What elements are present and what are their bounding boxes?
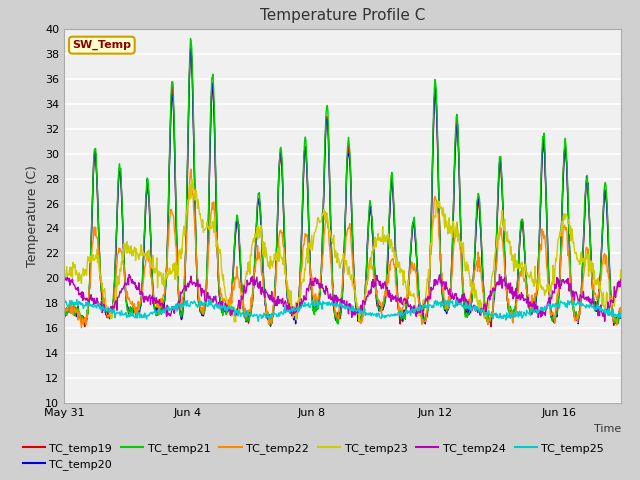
TC_temp24	[60, 276, 68, 282]
TC_temp20	[294, 310, 301, 316]
TC_temp25	[377, 315, 385, 321]
TC_temp23	[617, 267, 625, 273]
TC_temp24	[617, 277, 625, 283]
TC_temp21	[60, 311, 68, 317]
TC_temp22	[264, 309, 272, 314]
TC_temp20	[617, 315, 625, 321]
TC_temp20	[377, 304, 385, 310]
TC_temp20	[80, 317, 88, 323]
TC_temp22	[511, 313, 519, 319]
TC_temp24	[601, 319, 609, 324]
TC_temp24	[376, 278, 384, 284]
TC_temp23	[60, 288, 68, 293]
TC_temp22	[188, 166, 195, 172]
TC_temp19	[293, 309, 301, 315]
TC_temp20	[188, 45, 195, 51]
TC_temp22	[60, 313, 68, 319]
TC_temp20	[192, 229, 200, 235]
TC_temp23	[511, 251, 519, 256]
TC_temp22	[617, 304, 625, 310]
TC_temp25	[254, 319, 262, 324]
TC_temp24	[293, 300, 301, 306]
TC_temp23	[232, 319, 239, 325]
TC_temp21	[264, 313, 271, 319]
Title: Temperature Profile C: Temperature Profile C	[260, 9, 425, 24]
TC_temp21	[268, 323, 275, 328]
Line: TC_temp24: TC_temp24	[64, 275, 621, 322]
X-axis label: Time: Time	[593, 424, 621, 433]
TC_temp19	[264, 314, 271, 320]
TC_temp23	[192, 187, 200, 193]
TC_temp25	[617, 310, 625, 316]
TC_temp19	[617, 314, 625, 320]
TC_temp19	[511, 309, 519, 315]
Line: TC_temp19: TC_temp19	[64, 54, 621, 327]
TC_temp22	[294, 306, 301, 312]
TC_temp20	[60, 310, 68, 316]
TC_temp25	[60, 301, 68, 307]
TC_temp24	[192, 283, 200, 289]
Y-axis label: Temperature (C): Temperature (C)	[26, 165, 39, 267]
Line: TC_temp23: TC_temp23	[64, 179, 621, 322]
TC_temp23	[188, 176, 196, 182]
TC_temp25	[191, 299, 199, 305]
Legend: TC_temp19, TC_temp20, TC_temp21, TC_temp22, TC_temp23, TC_temp24, TC_temp25: TC_temp19, TC_temp20, TC_temp21, TC_temp…	[19, 438, 609, 474]
Line: TC_temp25: TC_temp25	[64, 300, 621, 322]
TC_temp23	[294, 298, 301, 304]
TC_temp19	[487, 324, 495, 330]
TC_temp19	[188, 51, 195, 57]
TC_temp21	[511, 303, 519, 309]
Line: TC_temp21: TC_temp21	[64, 38, 621, 325]
TC_temp25	[511, 310, 519, 315]
TC_temp20	[511, 314, 519, 320]
TC_temp25	[205, 297, 213, 302]
TC_temp20	[264, 315, 271, 321]
TC_temp25	[80, 303, 88, 309]
TC_temp21	[80, 319, 88, 324]
TC_temp20	[267, 323, 275, 329]
TC_temp21	[377, 308, 385, 313]
TC_temp23	[264, 262, 272, 268]
TC_temp24	[125, 272, 133, 277]
TC_temp23	[377, 239, 385, 244]
TC_temp23	[80, 273, 88, 278]
TC_temp21	[294, 305, 301, 311]
TC_temp19	[60, 313, 68, 319]
TC_temp21	[187, 36, 195, 41]
TC_temp22	[377, 300, 385, 305]
TC_temp21	[617, 312, 625, 318]
TC_temp21	[192, 223, 200, 228]
TC_temp19	[80, 320, 88, 325]
TC_temp19	[192, 231, 200, 237]
TC_temp25	[264, 311, 272, 316]
TC_temp22	[81, 315, 88, 321]
Line: TC_temp20: TC_temp20	[64, 48, 621, 326]
TC_temp24	[264, 290, 271, 296]
Line: TC_temp22: TC_temp22	[64, 169, 621, 328]
TC_temp22	[77, 325, 85, 331]
TC_temp22	[193, 252, 200, 257]
TC_temp24	[511, 288, 518, 294]
TC_temp24	[80, 296, 88, 301]
Text: SW_Temp: SW_Temp	[72, 40, 131, 50]
TC_temp25	[294, 304, 301, 310]
TC_temp19	[376, 308, 384, 313]
